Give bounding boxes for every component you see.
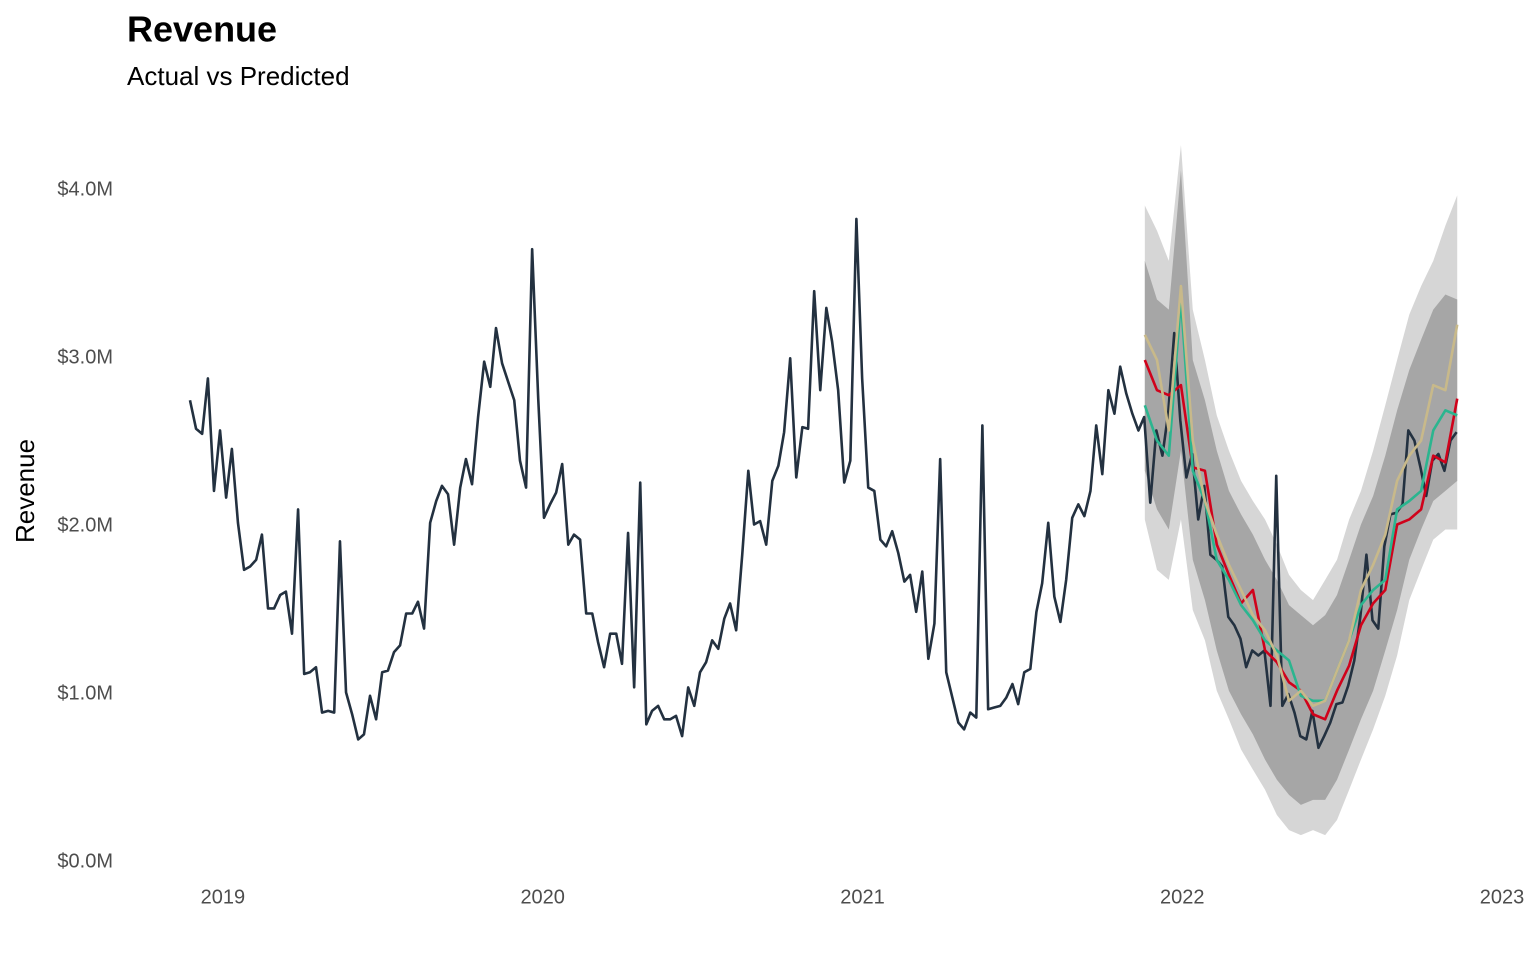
x-tick-label: 2023	[1480, 886, 1525, 908]
y-tick-label: $1.0M	[57, 682, 113, 704]
x-tick-label: 2021	[840, 886, 885, 908]
x-tick-label: 2020	[520, 886, 565, 908]
y-tick-label: $0.0M	[57, 850, 113, 872]
y-tick-label: $2.0M	[57, 514, 113, 536]
predicted-line	[1143, 284, 1459, 708]
chart-title: Revenue	[127, 9, 277, 50]
y-tick-label: $4.0M	[57, 179, 113, 201]
y-tick-label: $3.0M	[57, 347, 113, 369]
predicted-line	[1143, 298, 1458, 703]
actual-line	[188, 217, 1458, 750]
chart-subtitle: Actual vs Predicted	[127, 61, 350, 91]
prediction-band	[1144, 170, 1458, 805]
x-tick-label: 2022	[1160, 886, 1205, 908]
x-tick-label: 2019	[201, 886, 246, 908]
y-axis-label: Revenue	[10, 439, 40, 543]
